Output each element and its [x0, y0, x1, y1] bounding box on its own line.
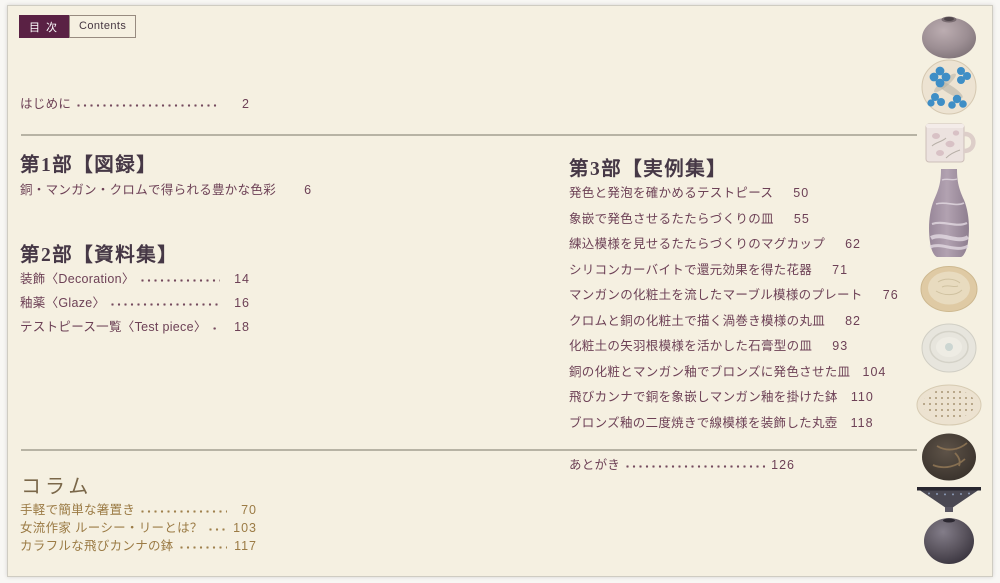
pottery-photo-blue-flower-plate	[921, 59, 977, 115]
dot-leader	[208, 528, 227, 531]
toc-entry-page: 6	[304, 183, 313, 197]
toc-entry-title: はじめに	[20, 97, 72, 111]
part1-heading: 第1部【図録】	[20, 155, 158, 176]
toc-entry: 銅・マンガン・クロムで得られる豊かな色彩 6	[20, 183, 311, 198]
toc-entry-title: カラフルな飛びカンナの鉢	[20, 539, 174, 553]
toc-entry: 銅の化粧とマンガン釉でブロンズに発色させた皿 104	[569, 365, 885, 380]
pottery-photo-dotted-oval-plate	[916, 384, 982, 426]
toc-entry-page: 76	[882, 288, 899, 302]
toc-entry-title: 発色と発泡を確かめるテストピース	[569, 186, 774, 200]
toc-entry: マンガンの化粧土を流したマーブル模様のプレート 76	[569, 288, 898, 303]
toc-entry-page: 126	[771, 458, 795, 472]
toc-entry-page: 93	[832, 339, 849, 353]
toc-entry-page: 14	[234, 272, 250, 286]
toc-entry-page: 62	[845, 237, 862, 251]
toc-entry-page: 70	[241, 503, 257, 517]
dot-leader	[212, 327, 220, 330]
toc-entry-title: 飛びカンナで銅を象嵌しマンガン釉を掛けた鉢	[569, 390, 838, 404]
part2-heading: 第2部【資料集】	[20, 245, 179, 266]
toc-entry-title: マンガンの化粧土を流したマーブル模様のプレート	[569, 288, 863, 302]
dot-leader	[141, 510, 227, 513]
dot-leader	[626, 465, 765, 468]
toc-entry-page: 2	[242, 97, 250, 111]
pottery-photo-white-plate	[921, 323, 977, 373]
dot-leader	[140, 279, 220, 282]
toc-entry-title: テストピース一覧〈Test piece〉	[20, 320, 207, 334]
toc-entry-title: あとがき	[569, 458, 621, 472]
toc-entry-page: 55	[793, 212, 810, 226]
toc-entry-title: 手軽で簡単な箸置き	[20, 503, 136, 517]
toc-badge: 目次 Contents	[19, 15, 137, 38]
pottery-photo-mauve-round-vase	[922, 16, 976, 59]
toc-entry-intro: はじめに 2	[20, 97, 250, 112]
toc-entry-title: 化粧土の矢羽根模様を活かした石膏型の皿	[569, 339, 813, 353]
divider-top	[21, 134, 917, 136]
toc-entry: 飛びカンナで銅を象嵌しマンガン釉を掛けた鉢 110	[569, 390, 873, 405]
part3-heading: 第3部【実例集】	[569, 159, 728, 180]
toc-entry-title: 釉薬〈Glaze〉	[20, 296, 106, 310]
toc-entry: 装飾〈Decoration〉 14	[20, 272, 250, 287]
toc-entry-page: 82	[845, 314, 862, 328]
toc-entry-page: 50	[793, 186, 810, 200]
dot-leader	[111, 303, 220, 306]
toc-entry-column: 手軽で簡単な箸置き 70	[20, 503, 257, 518]
toc-entry-page: 118	[850, 416, 874, 430]
pottery-photo-marble-bottle-vase	[929, 169, 970, 257]
dot-leader	[179, 546, 227, 549]
toc-entry-title: 女流作家 ルーシー・リーとは？	[20, 521, 203, 535]
toc-entry-page: 16	[234, 296, 250, 310]
toc-entry: クロムと銅の化粧土で描く渦巻き模様の丸皿 82	[569, 314, 860, 329]
toc-entry: 象嵌で発色させるたたらづくりの皿 55	[569, 212, 809, 227]
toc-entry-title: 象嵌で発色させるたたらづくりの皿	[569, 212, 774, 226]
book-page: 目次 Contents はじめに 2 第1部【図録】 銅・マンガン・クロムで得ら…	[7, 5, 993, 577]
toc-entry: ブロンズ釉の二度焼きで線模様を装飾した丸壺 118	[569, 416, 873, 431]
dot-leader	[77, 104, 220, 107]
toc-entry-title: 銅・マンガン・クロムで得られる豊かな色彩	[20, 183, 277, 197]
toc-entry-title: 銅の化粧とマンガン釉でブロンズに発色させた皿	[569, 365, 851, 379]
toc-entry-page: 71	[832, 263, 849, 277]
toc-entry-title: シリコンカーバイトで還元効果を得た花器	[569, 263, 813, 277]
pottery-photo-bronze-leaf-plate	[922, 433, 976, 481]
toc-entry-column: 女流作家 ルーシー・リーとは？ 103	[20, 521, 257, 536]
toc-badge-en: Contents	[69, 15, 137, 38]
pottery-photo-beige-plate	[920, 266, 978, 312]
toc-entry-title: 装飾〈Decoration〉	[20, 272, 135, 286]
toc-entry-page: 18	[234, 320, 250, 334]
pottery-photo-floral-mug	[925, 123, 976, 163]
divider-bottom	[21, 449, 917, 451]
toc-entry-column: カラフルな飛びカンナの鉢 117	[20, 539, 257, 554]
toc-entry-afterword: あとがき 126	[569, 458, 795, 473]
toc-entry-page: 103	[233, 521, 257, 535]
toc-badge-jp: 目次	[19, 15, 69, 38]
pottery-photo-shallow-bowl	[917, 487, 981, 512]
toc-entry: 化粧土の矢羽根模様を活かした石膏型の皿 93	[569, 339, 847, 354]
column-heading: コラム	[21, 476, 93, 498]
toc-entry: 練込模様を見せるたたらづくりのマグカップ 62	[569, 237, 860, 252]
toc-entry-title: 練込模様を見せるたたらづくりのマグカップ	[569, 237, 826, 251]
toc-entry-title: クロムと銅の化粧土で描く渦巻き模様の丸皿	[569, 314, 826, 328]
toc-entry: 発色と発泡を確かめるテストピース 50	[569, 186, 808, 201]
toc-entry-page: 117	[234, 539, 257, 553]
toc-entry-title: ブロンズ釉の二度焼きで線模様を装飾した丸壺	[569, 416, 838, 430]
toc-entry: シリコンカーバイトで還元効果を得た花器 71	[569, 263, 847, 278]
toc-entry-page: 104	[862, 365, 887, 379]
toc-entry: テストピース一覧〈Test piece〉 18	[20, 320, 250, 335]
toc-entry: 釉薬〈Glaze〉 16	[20, 296, 250, 311]
toc-entry-page: 110	[850, 390, 874, 404]
pottery-photo-dark-round-jar	[924, 518, 974, 564]
